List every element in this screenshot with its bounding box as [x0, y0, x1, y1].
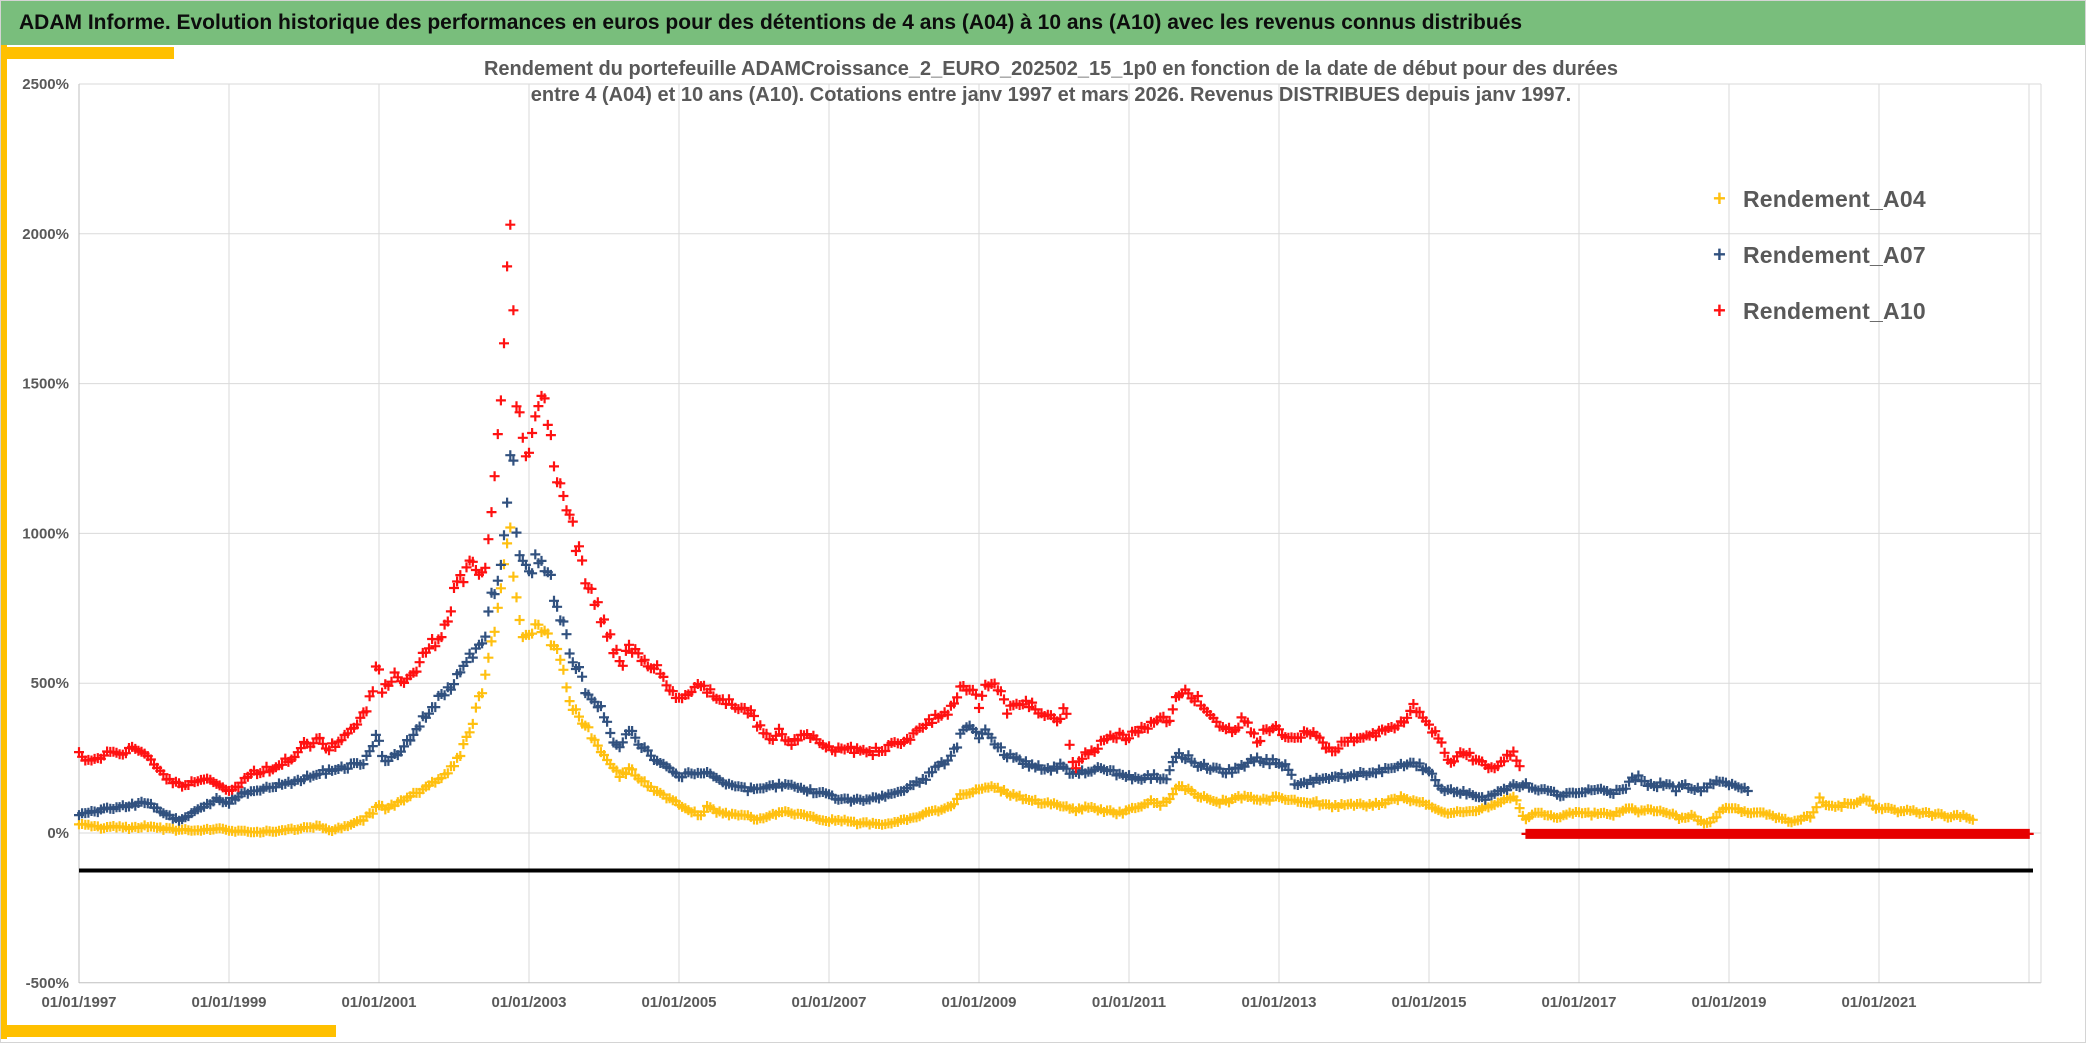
x-axis-tick-label: 01/01/1997 — [41, 994, 116, 1011]
plus-icon: + — [1713, 242, 1726, 267]
x-axis-tick-label: 01/01/2013 — [1241, 994, 1316, 1011]
top-accent-strip — [1, 47, 174, 59]
x-axis-tick-label: 01/01/1999 — [191, 994, 266, 1011]
x-axis-tick-label: 01/01/2003 — [491, 994, 566, 1011]
y-axis-tick-label: 1500% — [22, 376, 69, 393]
series-rendement_a10 — [74, 219, 2034, 839]
legend-item-a10[interactable]: + Rendement_A10 — [1713, 283, 2043, 339]
chart-legend: + Rendement_A04 + Rendement_A07 + Rendem… — [1713, 171, 2043, 339]
x-axis-tick-label: 01/01/2019 — [1691, 994, 1766, 1011]
scatter-markers — [74, 219, 1525, 796]
x-axis-tick-label: 01/01/2009 — [941, 994, 1016, 1011]
x-axis-tick-label: 01/01/2017 — [1541, 994, 1616, 1011]
chart-title-line1: Rendement du portefeuille ADAMCroissance… — [483, 58, 1619, 80]
report-title: ADAM Informe. Evolution historique des p… — [19, 11, 1523, 34]
y-axis-tick-label: 2000% — [22, 226, 69, 243]
x-axis-tick-label: 01/01/2015 — [1391, 994, 1466, 1011]
scatter-markers — [74, 450, 1753, 826]
y-axis-tick-label: 500% — [31, 675, 69, 692]
series-rendement_a07 — [74, 450, 1753, 826]
y-axis-tick-label: 0% — [47, 825, 69, 842]
plus-icon: + — [1713, 298, 1726, 323]
report-title-banner: ADAM Informe. Evolution historique des p… — [1, 1, 2085, 45]
left-accent-strip — [1, 45, 7, 1039]
legend-item-a07[interactable]: + Rendement_A07 — [1713, 227, 2043, 283]
legend-label: Rendement_A07 — [1743, 241, 1926, 268]
y-axis-tick-label: 1000% — [22, 525, 69, 542]
chart-title-line2: entre 4 (A04) et 10 ans (A10). Cotations… — [530, 84, 1572, 106]
scatter-markers — [74, 522, 1978, 838]
x-axis-tick-label: 01/01/2001 — [341, 994, 416, 1011]
chart-title: Rendement du portefeuille ADAMCroissance… — [301, 56, 1801, 108]
x-axis-tick-label: 01/01/2021 — [1841, 994, 1916, 1011]
series-rendement_a04 — [74, 522, 1978, 838]
chart-canvas[interactable]: 2500% 2000% 1500% 1000% 500% 0% -500% 01/01/199… — [1, 45, 2086, 1043]
legend-item-a04[interactable]: + Rendement_A04 — [1713, 171, 2043, 227]
y-axis-tick-label: -500% — [26, 975, 69, 992]
x-axis-tick-label: 01/01/2011 — [1092, 994, 1166, 1011]
y-axis-tick-label: 2500% — [22, 76, 69, 93]
plus-icon: + — [1713, 186, 1726, 211]
x-axis-tick-label: 01/01/2005 — [641, 994, 716, 1011]
x-axis-tick-label: 01/01/2007 — [791, 994, 866, 1011]
legend-label: Rendement_A10 — [1743, 297, 1926, 324]
legend-label: Rendement_A04 — [1743, 185, 1926, 212]
bottom-accent-strip — [1, 1025, 336, 1037]
flat-zero-tail — [1521, 828, 2034, 839]
